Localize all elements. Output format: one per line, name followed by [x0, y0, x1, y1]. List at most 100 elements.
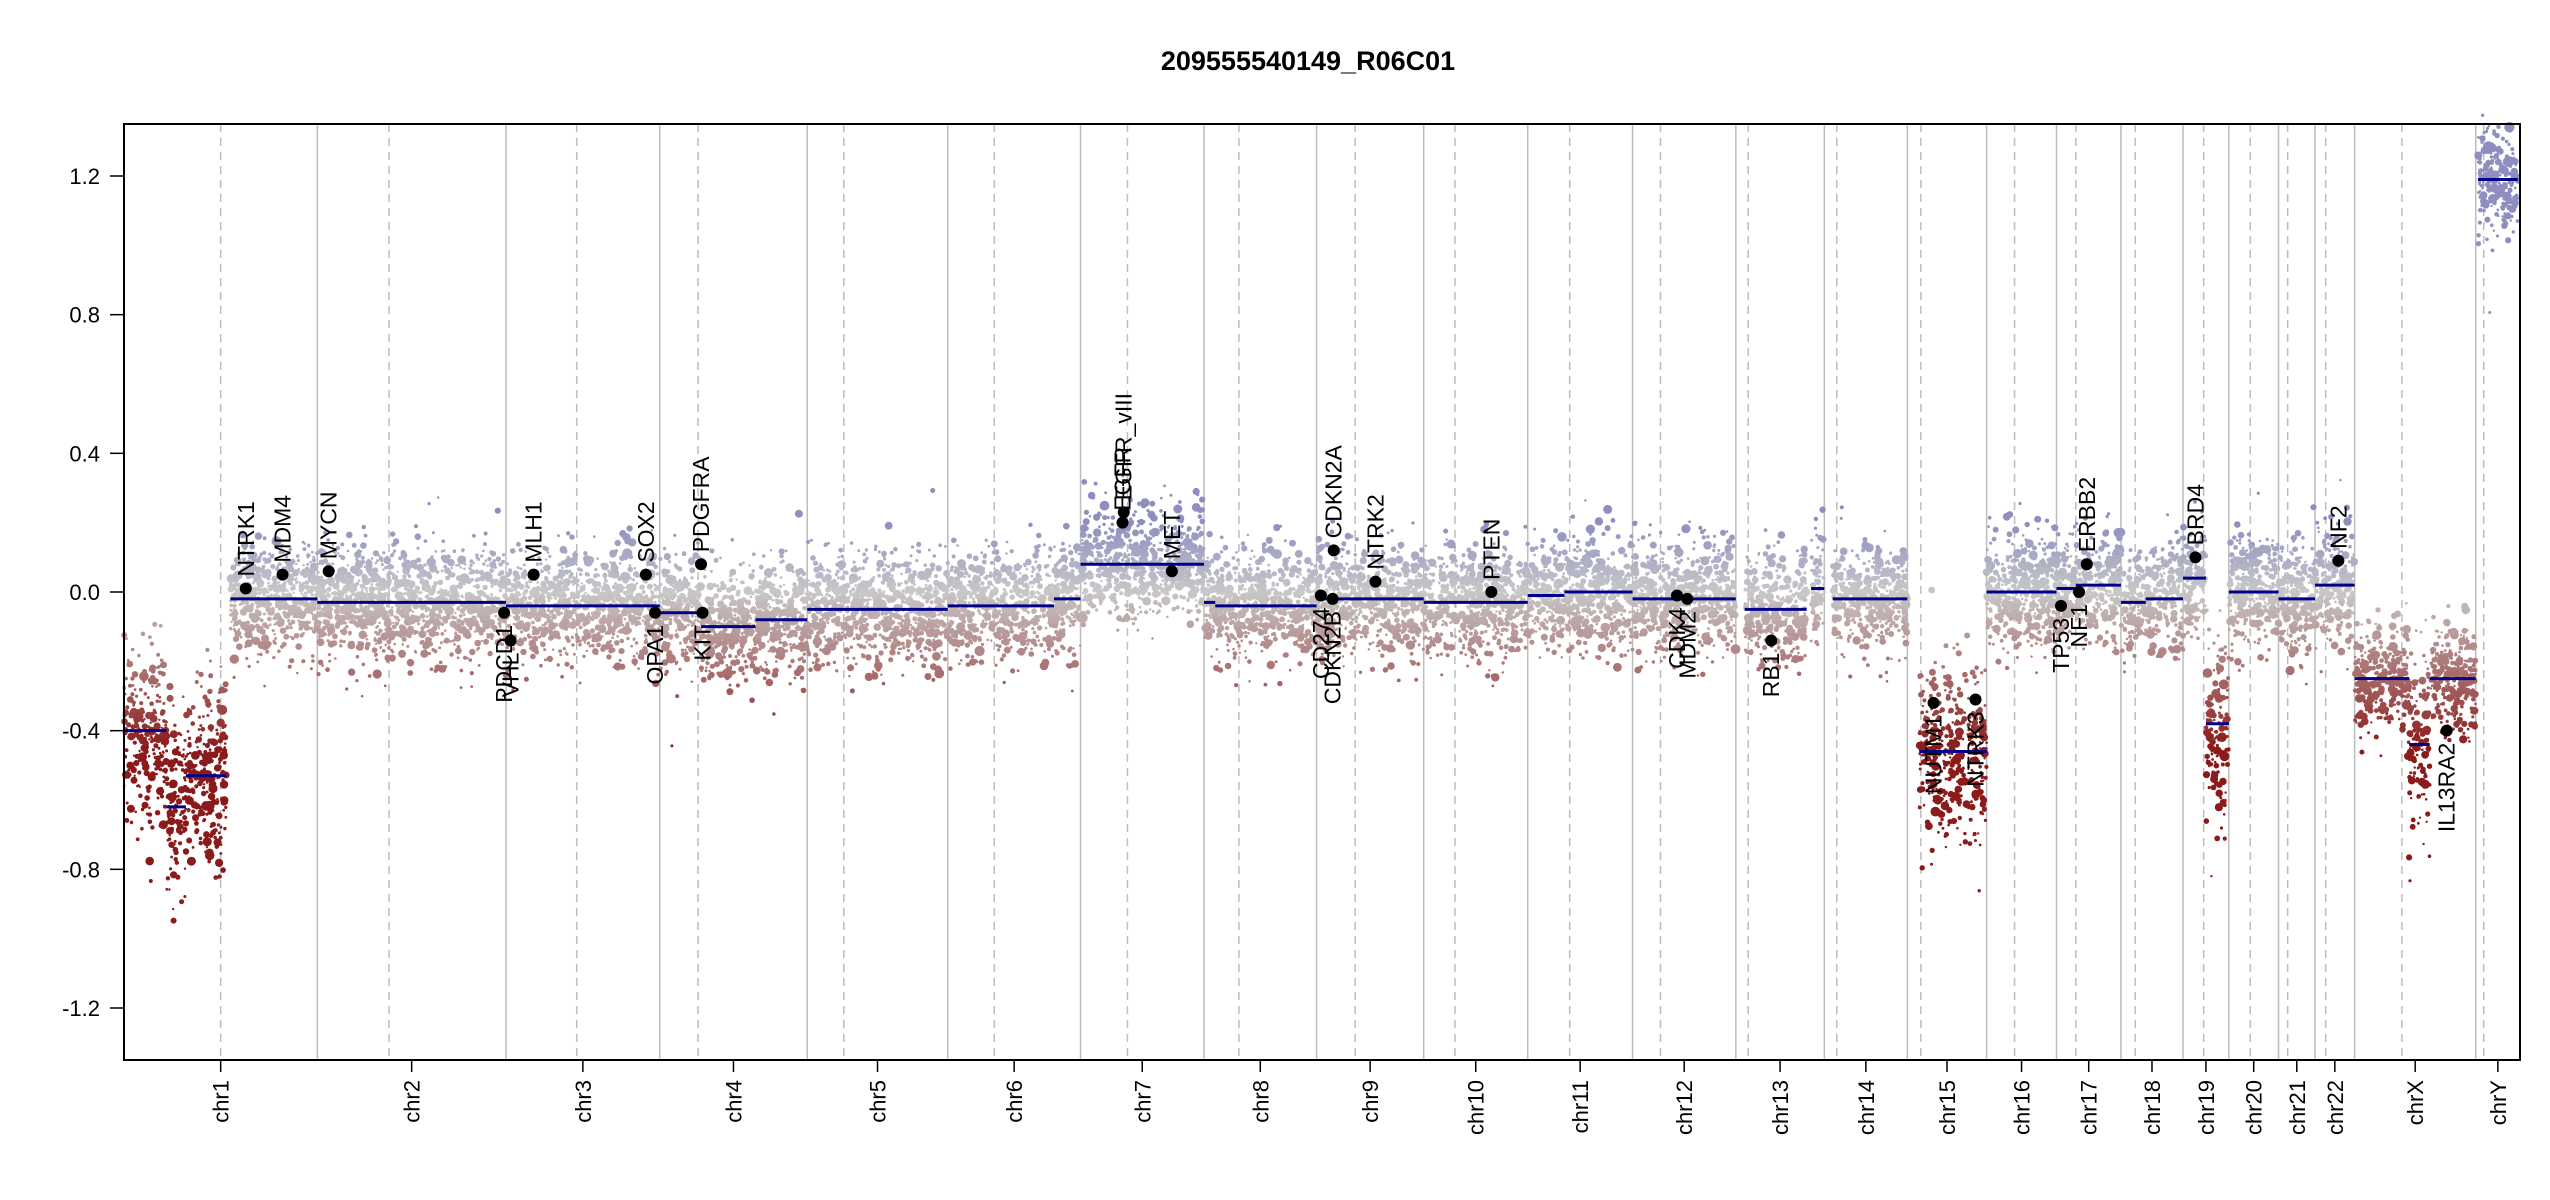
probe-point: [184, 754, 188, 758]
probe-point: [729, 568, 737, 576]
probe-point: [327, 633, 331, 637]
probe-point: [314, 565, 318, 569]
probe-point: [425, 615, 429, 618]
probe-point: [826, 637, 833, 644]
probe-point: [261, 564, 266, 569]
probe-point: [938, 543, 942, 547]
probe-point: [558, 649, 562, 653]
probe-point: [920, 571, 930, 581]
probe-point: [254, 586, 257, 590]
probe-point: [917, 616, 923, 623]
probe-point: [204, 698, 211, 704]
probe-point: [433, 668, 438, 673]
probe-point: [914, 621, 917, 624]
probe-point: [180, 810, 185, 815]
probe-point: [543, 648, 547, 652]
probe-point: [942, 657, 948, 662]
probe-point: [169, 867, 173, 871]
probe-point: [127, 768, 131, 772]
probe-point: [730, 584, 737, 591]
probe-point: [213, 764, 222, 772]
probe-point: [385, 585, 389, 589]
probe-point: [437, 496, 440, 499]
probe-point: [690, 598, 694, 602]
probe-point: [460, 581, 464, 586]
probe-point: [635, 595, 639, 599]
probe-point: [524, 584, 529, 588]
probe-point: [183, 711, 190, 719]
probe-point: [813, 652, 819, 658]
probe-point: [146, 696, 150, 700]
probe-point: [186, 856, 196, 866]
probe-point: [571, 643, 575, 647]
probe-point: [904, 579, 909, 585]
probe-point: [325, 667, 330, 673]
probe-point: [472, 533, 476, 538]
probe-point: [556, 663, 560, 667]
probe-point: [140, 807, 145, 812]
probe-point: [380, 563, 384, 567]
probe-point: [271, 536, 282, 547]
probe-point: [835, 583, 839, 587]
probe-point: [754, 610, 759, 615]
probe-point: [272, 617, 276, 621]
probe-point: [789, 642, 792, 646]
probe-point: [583, 551, 588, 556]
probe-point: [859, 598, 863, 603]
probe-point: [150, 825, 155, 830]
probe-point: [572, 555, 578, 562]
probe-point: [140, 826, 144, 831]
probe-point: [152, 752, 156, 756]
probe-point: [190, 787, 195, 792]
probe-point: [299, 633, 304, 638]
probe-point: [668, 652, 672, 656]
probe-point: [573, 652, 576, 656]
probe-point: [910, 625, 915, 631]
probe-point: [574, 619, 581, 627]
probe-point: [601, 635, 604, 638]
probe-point: [345, 624, 349, 629]
probe-point: [857, 549, 861, 553]
probe-point: [739, 603, 744, 609]
probe-point: [331, 562, 335, 566]
probe-point: [376, 559, 379, 563]
probe-point: [737, 648, 744, 654]
probe-point: [178, 830, 184, 836]
probe-point: [318, 635, 321, 639]
probe-point: [230, 612, 236, 617]
probe-point: [185, 800, 189, 804]
probe-point: [883, 642, 887, 647]
probe-point: [552, 593, 557, 598]
probe-point: [432, 567, 435, 571]
probe-point: [260, 645, 264, 648]
probe-points: [121, 113, 2521, 924]
probe-point: [616, 619, 621, 624]
probe-point: [876, 567, 881, 572]
probe-point: [670, 744, 674, 748]
probe-point: [268, 602, 273, 607]
probe-point: [255, 609, 258, 612]
probe-point: [251, 581, 255, 585]
probe-point: [713, 557, 719, 563]
probe-point: [700, 676, 707, 683]
probe-point: [389, 564, 395, 570]
probe-point: [204, 850, 208, 854]
probe-point: [921, 663, 927, 669]
probe-point: [738, 562, 743, 567]
probe-point: [759, 579, 762, 582]
probe-point: [394, 591, 404, 601]
probe-point: [355, 558, 359, 562]
probe-point: [559, 653, 562, 657]
probe-point: [896, 563, 902, 569]
probe-point: [566, 531, 571, 536]
probe-point: [260, 587, 268, 595]
probe-point: [673, 563, 678, 567]
probe-point: [850, 611, 857, 618]
probe-point: [408, 580, 416, 588]
probe-point: [232, 603, 237, 608]
probe-point: [865, 627, 869, 632]
probe-point: [747, 655, 752, 660]
probe-point: [450, 566, 454, 570]
probe-point: [741, 597, 747, 603]
probe-point: [248, 628, 253, 633]
